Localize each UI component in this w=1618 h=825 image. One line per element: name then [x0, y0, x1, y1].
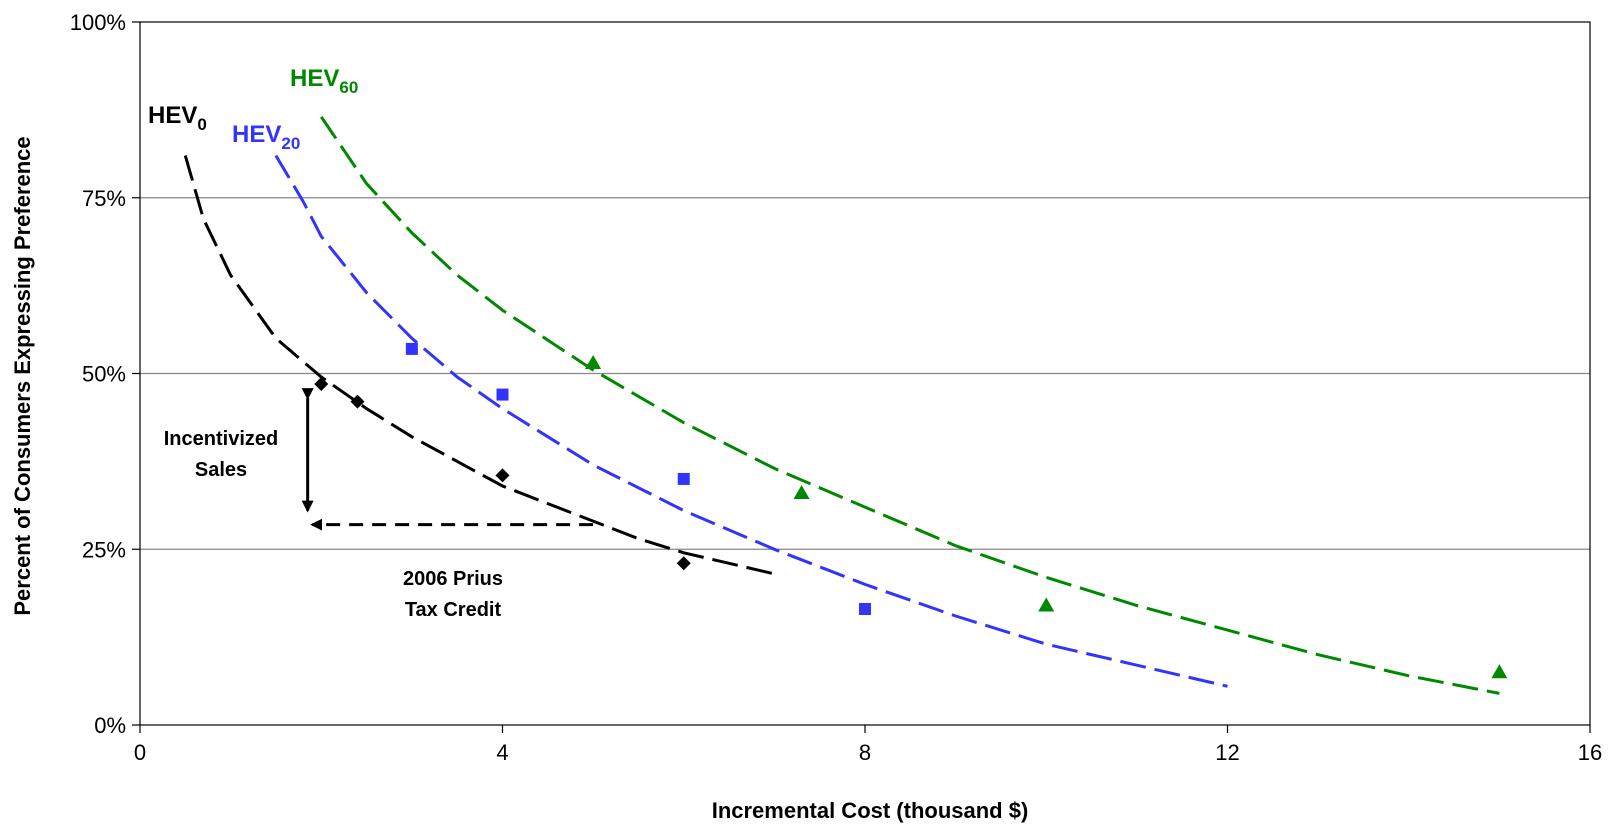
data-point-s1-1 — [496, 388, 509, 401]
y-axis: 0% 25% 50% 75% 100% — [70, 10, 140, 738]
data-points — [314, 342, 1508, 679]
data-point-s1-0 — [405, 342, 418, 355]
y-tick-label-3: 75% — [82, 186, 126, 211]
tax-credit-label-line2: Tax Credit — [405, 599, 502, 621]
data-point-s0-3 — [676, 556, 691, 571]
y-tick-label-2: 50% — [82, 362, 126, 387]
y-tick-label-1: 25% — [82, 537, 126, 562]
data-point-s2-0 — [585, 354, 602, 369]
x-tick-label-4: 16 — [1578, 740, 1602, 765]
data-point-s2-3 — [1491, 664, 1508, 679]
y-tick-label-4: 100% — [70, 10, 126, 35]
data-point-s1-3 — [859, 603, 871, 616]
data-point-s0-0 — [314, 377, 329, 392]
x-tick-label-0: 0 — [134, 740, 146, 765]
x-tick-label-2: 8 — [859, 740, 871, 765]
trendline-series-2 — [320, 116, 1500, 695]
x-axis-title: Incremental Cost (thousand $) — [712, 798, 1029, 823]
x-tick-label-1: 4 — [496, 740, 508, 765]
data-point-s2-2 — [1038, 597, 1055, 612]
x-tick-label-3: 12 — [1215, 740, 1239, 765]
data-point-s2-1 — [793, 485, 810, 500]
series-label-2: HEV60 — [290, 65, 358, 97]
incentivized-sales-label-line1: Incentivized — [164, 428, 278, 450]
data-point-s0-1 — [350, 394, 365, 409]
data-point-s0-2 — [495, 468, 510, 483]
x-axis: 0 4 8 12 16 — [134, 725, 1602, 765]
y-axis-title: Percent of Consumers Expressing Preferen… — [10, 136, 35, 615]
series-label-0: HEV0 — [148, 102, 207, 134]
y-tick-label-0: 0% — [94, 713, 126, 738]
annotations: Incentivized Sales 2006 Prius Tax Credit — [164, 388, 594, 621]
trendline-series-1 — [274, 154, 1228, 688]
series-labels: HEV0 HEV20 HEV60 — [148, 65, 358, 153]
series-label-1: HEV20 — [232, 121, 300, 153]
incentivized-sales-label-line2: Sales — [195, 459, 247, 481]
tax-credit-label-line1: 2006 Prius — [403, 568, 503, 590]
trendlines — [183, 116, 1500, 695]
trendline-series-0 — [183, 155, 775, 576]
data-point-s1-2 — [677, 472, 690, 485]
gridlines — [140, 197, 1590, 550]
